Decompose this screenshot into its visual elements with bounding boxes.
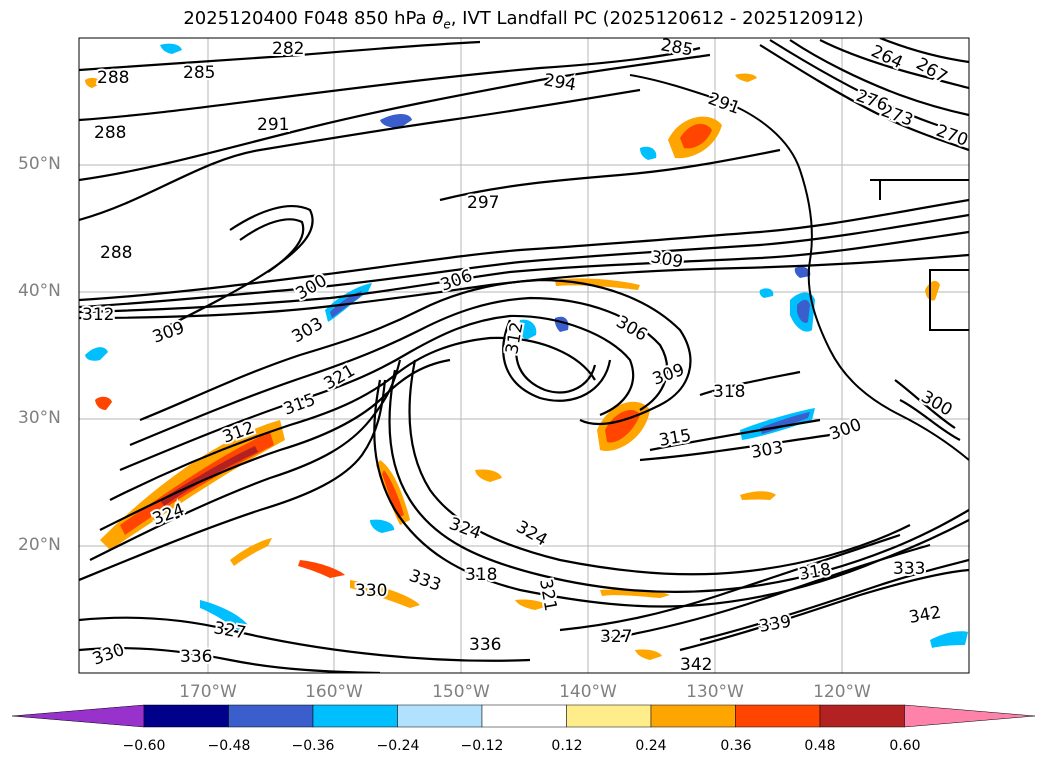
colorbar-tick: −0.36 bbox=[291, 738, 335, 754]
contour-label: 330 bbox=[90, 640, 127, 670]
contour-label: 282 bbox=[272, 39, 304, 59]
contour-label: 330 bbox=[355, 581, 387, 601]
contour-label: 312 bbox=[502, 320, 527, 355]
colorbar-bin bbox=[312, 704, 398, 728]
lon-label-140w: 140°W bbox=[559, 682, 617, 702]
lon-label-150w: 150°W bbox=[432, 682, 490, 702]
contour-label: 327 bbox=[600, 627, 632, 647]
colorbar-bin bbox=[481, 704, 567, 728]
lon-label-170w: 170°W bbox=[179, 682, 237, 702]
contour-label: 342 bbox=[680, 655, 712, 675]
contour-label: 333 bbox=[893, 559, 925, 579]
lat-label-20n: 20°N bbox=[18, 535, 61, 555]
coastline bbox=[629, 74, 969, 461]
colorbar-bin bbox=[228, 704, 314, 728]
lat-label-50n: 50°N bbox=[18, 154, 61, 174]
theta-e-contours bbox=[79, 38, 969, 673]
contour-label: 318 bbox=[713, 382, 745, 402]
lon-label-160w: 160°W bbox=[305, 682, 363, 702]
contour-label: 309 bbox=[150, 318, 187, 348]
contour-label: 288 bbox=[100, 243, 132, 263]
colorbar-extend-max bbox=[904, 704, 1036, 728]
contour-label: 327 bbox=[212, 618, 247, 643]
contour-label: 315 bbox=[657, 426, 692, 451]
colorbar-bin bbox=[397, 704, 483, 728]
colorbar-tick: 0.60 bbox=[889, 738, 921, 754]
contour-label: 309 bbox=[650, 360, 687, 390]
contour-label: 309 bbox=[649, 247, 684, 272]
contour-label: 306 bbox=[613, 312, 651, 346]
contour-label: 276 bbox=[853, 86, 890, 116]
contour-label: 315 bbox=[281, 390, 318, 420]
colorbar-tick: 0.24 bbox=[635, 738, 667, 754]
colorbar-bin bbox=[143, 704, 229, 728]
contour-labels: 2822852882882882912912942973003003003033… bbox=[80, 35, 970, 675]
contour-label: 288 bbox=[94, 123, 126, 143]
contour-label: 342 bbox=[907, 603, 942, 628]
colorbar-tick: −0.48 bbox=[207, 738, 251, 754]
colorbar-tick: 0.36 bbox=[720, 738, 752, 754]
colorbar-bin bbox=[735, 704, 821, 728]
colorbar bbox=[11, 704, 1036, 728]
colorbar-bin bbox=[819, 704, 905, 728]
contour-label: 297 bbox=[467, 193, 499, 213]
contour-label: 303 bbox=[289, 314, 327, 348]
contour-label: 303 bbox=[749, 438, 784, 463]
lon-label-130w: 130°W bbox=[686, 682, 744, 702]
colorbar-tick: 0.12 bbox=[551, 738, 583, 754]
lon-label-120w: 120°W bbox=[813, 682, 871, 702]
colorbar-extend-min bbox=[11, 704, 145, 728]
contour-label: 336 bbox=[469, 635, 501, 655]
map-title: 2025120400 F048 850 hPa θe, IVT Landfall… bbox=[183, 8, 864, 32]
contour-label: 291 bbox=[257, 115, 289, 135]
colorbar-tick: −0.24 bbox=[376, 738, 420, 754]
contour-label: 285 bbox=[659, 35, 694, 60]
contour-label: 288 bbox=[97, 68, 129, 88]
contour-label: 318 bbox=[797, 560, 832, 585]
contour-label: 312 bbox=[82, 305, 114, 325]
contour-label: 270 bbox=[933, 121, 970, 151]
colorbar-tick: −0.60 bbox=[122, 738, 166, 754]
contour-label: 294 bbox=[542, 70, 577, 95]
contour-label: 333 bbox=[406, 566, 443, 596]
lat-label-40n: 40°N bbox=[18, 281, 61, 301]
lat-label-30n: 30°N bbox=[18, 408, 61, 428]
contour-label: 339 bbox=[757, 612, 792, 637]
colorbar-tick: 0.48 bbox=[804, 738, 836, 754]
pc-fills bbox=[85, 43, 968, 660]
map-frame bbox=[78, 37, 970, 674]
contour-label: 291 bbox=[705, 89, 742, 119]
colorbar-bin bbox=[650, 704, 736, 728]
contour-label: 324 bbox=[446, 514, 483, 544]
contour-label: 318 bbox=[465, 565, 497, 585]
contour-label: 336 bbox=[180, 647, 212, 667]
contour-label: 321 bbox=[321, 361, 359, 395]
contour-label: 285 bbox=[183, 63, 215, 83]
colorbar-bin bbox=[566, 704, 652, 728]
colorbar-tick: −0.12 bbox=[460, 738, 504, 754]
